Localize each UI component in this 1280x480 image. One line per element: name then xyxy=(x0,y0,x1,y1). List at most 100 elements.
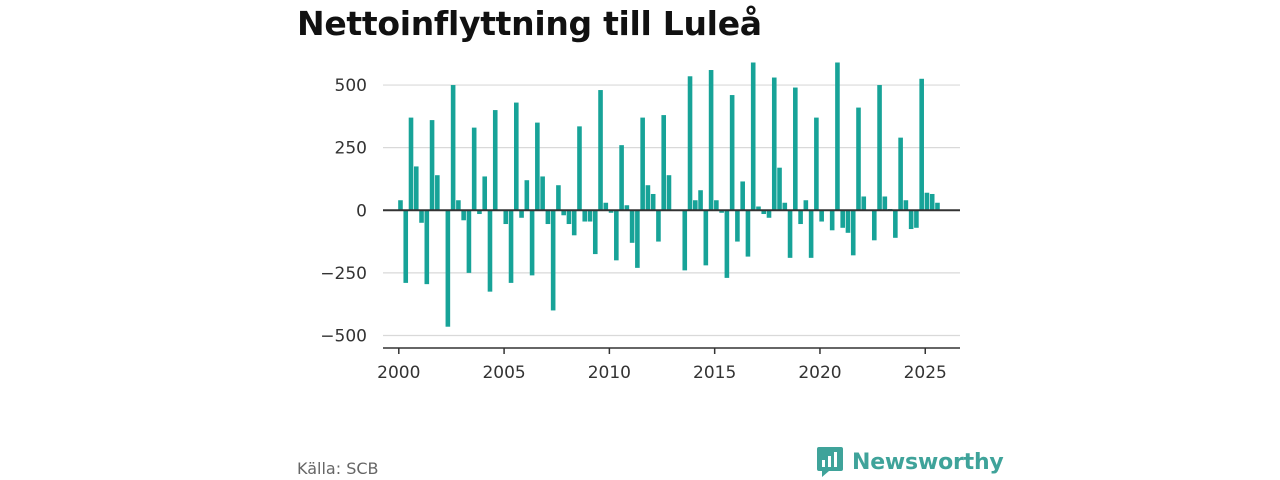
bar xyxy=(845,210,851,233)
bar xyxy=(408,117,414,211)
brand-name: Newsworthy xyxy=(852,449,1004,475)
bar xyxy=(645,185,651,211)
bar xyxy=(561,210,566,216)
bar xyxy=(666,175,672,211)
bar xyxy=(487,210,493,292)
bar xyxy=(756,206,761,211)
newsworthy-logo-icon xyxy=(817,447,843,477)
bar xyxy=(592,210,598,255)
bar xyxy=(471,127,477,211)
bar xyxy=(550,210,556,311)
bar xyxy=(708,70,714,211)
bar xyxy=(782,202,788,211)
bar xyxy=(929,193,935,211)
bar xyxy=(524,180,530,211)
bar xyxy=(419,210,424,223)
bar xyxy=(750,62,756,211)
bar xyxy=(477,210,482,215)
bar xyxy=(761,210,767,215)
bar xyxy=(719,210,724,213)
x-tick-label: 2010 xyxy=(588,363,631,383)
x-tick-label: 2015 xyxy=(693,363,736,383)
y-tick-label: 250 xyxy=(335,139,367,159)
bar xyxy=(603,202,609,211)
bar xyxy=(919,78,924,211)
axes xyxy=(383,209,960,354)
bar xyxy=(556,185,561,211)
bar xyxy=(687,76,693,211)
chart-title: Nettoinflyttning till Luleå xyxy=(297,4,762,43)
bar xyxy=(777,167,782,211)
bar xyxy=(519,210,524,218)
bar xyxy=(893,210,898,238)
bar xyxy=(903,200,909,211)
bar xyxy=(661,115,667,211)
bar xyxy=(724,210,730,278)
bar xyxy=(535,122,540,211)
bar xyxy=(856,107,861,211)
bar xyxy=(714,200,719,211)
bar xyxy=(808,210,814,258)
y-tick-label: −500 xyxy=(320,326,367,346)
bar xyxy=(840,210,846,228)
bar xyxy=(413,166,419,211)
bar xyxy=(682,210,688,271)
y-axis-tick-labels: −500 −250 0 250 500 xyxy=(320,76,367,346)
bar xyxy=(829,210,835,231)
bar xyxy=(882,196,888,211)
bar xyxy=(445,210,451,327)
bar xyxy=(698,190,703,211)
bar xyxy=(529,210,535,276)
bar xyxy=(398,200,403,211)
bar xyxy=(571,210,577,236)
bar xyxy=(608,210,614,213)
y-tick-label: −250 xyxy=(320,264,367,284)
y-tick-label: 0 xyxy=(356,201,367,221)
x-tick-label: 2000 xyxy=(377,363,420,383)
bar xyxy=(819,210,824,222)
bar xyxy=(793,87,798,211)
source-note: Källa: SCB xyxy=(297,459,379,478)
bar xyxy=(587,210,593,222)
bar xyxy=(619,145,624,211)
bar xyxy=(424,210,430,285)
bar xyxy=(492,110,498,211)
bar xyxy=(635,210,640,268)
bars xyxy=(398,62,940,327)
bar xyxy=(729,95,735,211)
bar xyxy=(450,85,456,211)
x-tick-label: 2025 xyxy=(904,363,947,383)
bar xyxy=(640,117,645,211)
bar xyxy=(482,176,488,211)
x-tick-label: 2005 xyxy=(482,363,525,383)
bar xyxy=(629,210,635,243)
brand-logo: Newsworthy xyxy=(816,446,1004,478)
bar xyxy=(577,126,582,211)
bar xyxy=(656,210,661,242)
bar xyxy=(466,210,472,273)
y-tick-label: 500 xyxy=(335,76,367,96)
x-tick-label: 2020 xyxy=(798,363,841,383)
bar xyxy=(924,192,930,211)
bar xyxy=(766,210,772,218)
bar xyxy=(540,176,545,211)
bar xyxy=(582,210,588,222)
bar xyxy=(545,210,551,225)
bar xyxy=(771,77,777,211)
bar xyxy=(877,85,882,211)
bar xyxy=(803,200,809,211)
bar xyxy=(861,196,867,211)
bar xyxy=(740,181,745,211)
bar xyxy=(787,210,793,258)
bar xyxy=(461,210,466,221)
bar xyxy=(508,210,514,283)
bar xyxy=(598,90,603,211)
bar xyxy=(935,202,940,211)
bar xyxy=(650,193,656,211)
bar xyxy=(871,210,877,241)
bar xyxy=(435,175,440,211)
bar xyxy=(908,210,914,230)
bar xyxy=(814,117,819,211)
bar xyxy=(798,210,803,225)
